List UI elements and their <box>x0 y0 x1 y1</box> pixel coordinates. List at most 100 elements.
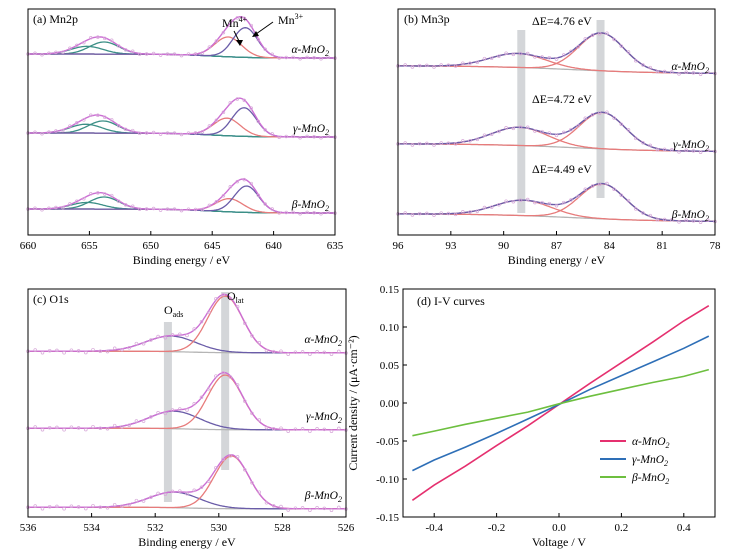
data-point <box>286 352 290 356</box>
data-point <box>242 177 247 182</box>
panel-label: (c) O1s <box>33 292 69 306</box>
data-point <box>425 211 429 216</box>
data-point <box>178 489 182 493</box>
data-point <box>684 70 688 75</box>
data-point <box>497 129 501 134</box>
data-point <box>207 203 212 208</box>
trace-c-2 <box>26 454 348 513</box>
data-point <box>257 418 262 422</box>
data-point <box>127 502 131 507</box>
data-point <box>634 58 638 63</box>
data-point <box>55 348 59 353</box>
data-point <box>228 375 233 379</box>
data-point <box>648 213 652 218</box>
data-point <box>165 52 170 56</box>
data-point <box>305 134 309 139</box>
data-point <box>322 506 327 511</box>
data-point <box>68 202 72 206</box>
panel-c-frame <box>27 288 347 518</box>
arrowhead-mn4 <box>236 40 243 46</box>
trace-b-2 <box>396 181 717 224</box>
data-point <box>518 51 523 56</box>
data-point <box>40 427 45 432</box>
data-point <box>221 110 226 115</box>
data-point <box>123 48 128 52</box>
data-point <box>425 63 429 68</box>
data-point <box>214 39 219 43</box>
data-point <box>489 205 494 209</box>
data-point <box>410 213 415 217</box>
data-point <box>626 50 631 54</box>
data-point <box>511 199 516 204</box>
series-label: α-MnO2 <box>671 61 709 75</box>
panel-b-x-tick-label: 78 <box>710 240 722 252</box>
data-point <box>228 185 233 189</box>
data-point <box>103 36 107 41</box>
data-point <box>40 131 44 136</box>
data-point <box>105 349 110 354</box>
data-point <box>82 40 86 45</box>
data-point <box>91 424 95 429</box>
data-point <box>120 347 124 352</box>
data-point <box>468 61 472 66</box>
data-point <box>489 132 494 136</box>
data-point <box>293 350 298 354</box>
data-point <box>655 147 660 152</box>
peak-label-mn3: Mn3+ <box>278 12 304 27</box>
data-point <box>315 427 319 431</box>
component-peak <box>398 199 715 222</box>
highlight-band <box>596 20 605 198</box>
data-point <box>103 115 107 120</box>
data-point <box>655 217 660 222</box>
data-point <box>221 457 225 462</box>
data-point <box>193 131 198 135</box>
data-point <box>337 505 341 510</box>
data-point <box>641 63 645 67</box>
y-tick-label: 0.15 <box>380 284 400 296</box>
data-point <box>691 219 696 223</box>
data-point <box>403 141 407 145</box>
data-point <box>554 203 559 208</box>
data-point <box>257 341 262 345</box>
data-point <box>518 198 523 202</box>
data-point <box>144 207 149 211</box>
data-point <box>298 57 302 61</box>
component-peak <box>28 295 346 354</box>
data-point <box>410 65 415 69</box>
data-point <box>120 425 124 429</box>
data-point <box>475 60 480 65</box>
data-point <box>186 131 191 135</box>
data-point <box>691 149 696 153</box>
data-point <box>461 61 465 65</box>
data-point <box>130 128 135 133</box>
data-point <box>144 131 149 135</box>
data-point <box>284 55 288 60</box>
data-point <box>214 465 218 470</box>
data-point <box>33 425 37 429</box>
data-point <box>270 52 274 57</box>
trace-b-0 <box>396 31 717 76</box>
data-point <box>134 341 139 346</box>
data-point <box>192 488 196 493</box>
data-point <box>98 505 103 510</box>
data-point <box>583 116 588 121</box>
data-point <box>33 130 37 135</box>
panel-c-x-tick-label: 530 <box>211 522 228 534</box>
series-label: β-MnO2 <box>291 199 329 213</box>
data-point <box>540 55 544 59</box>
series-label: γ-MnO2 <box>673 139 709 153</box>
data-point <box>648 143 652 148</box>
data-point <box>120 504 124 508</box>
data-point <box>137 131 142 136</box>
data-point <box>151 51 156 56</box>
data-point <box>172 131 177 135</box>
data-point <box>329 429 334 433</box>
data-point <box>206 479 211 483</box>
data-point <box>250 411 254 416</box>
data-point <box>612 116 616 120</box>
data-point <box>47 51 51 56</box>
data-point <box>40 52 44 57</box>
data-point <box>677 150 681 154</box>
data-point <box>319 212 323 216</box>
data-point <box>257 490 262 494</box>
